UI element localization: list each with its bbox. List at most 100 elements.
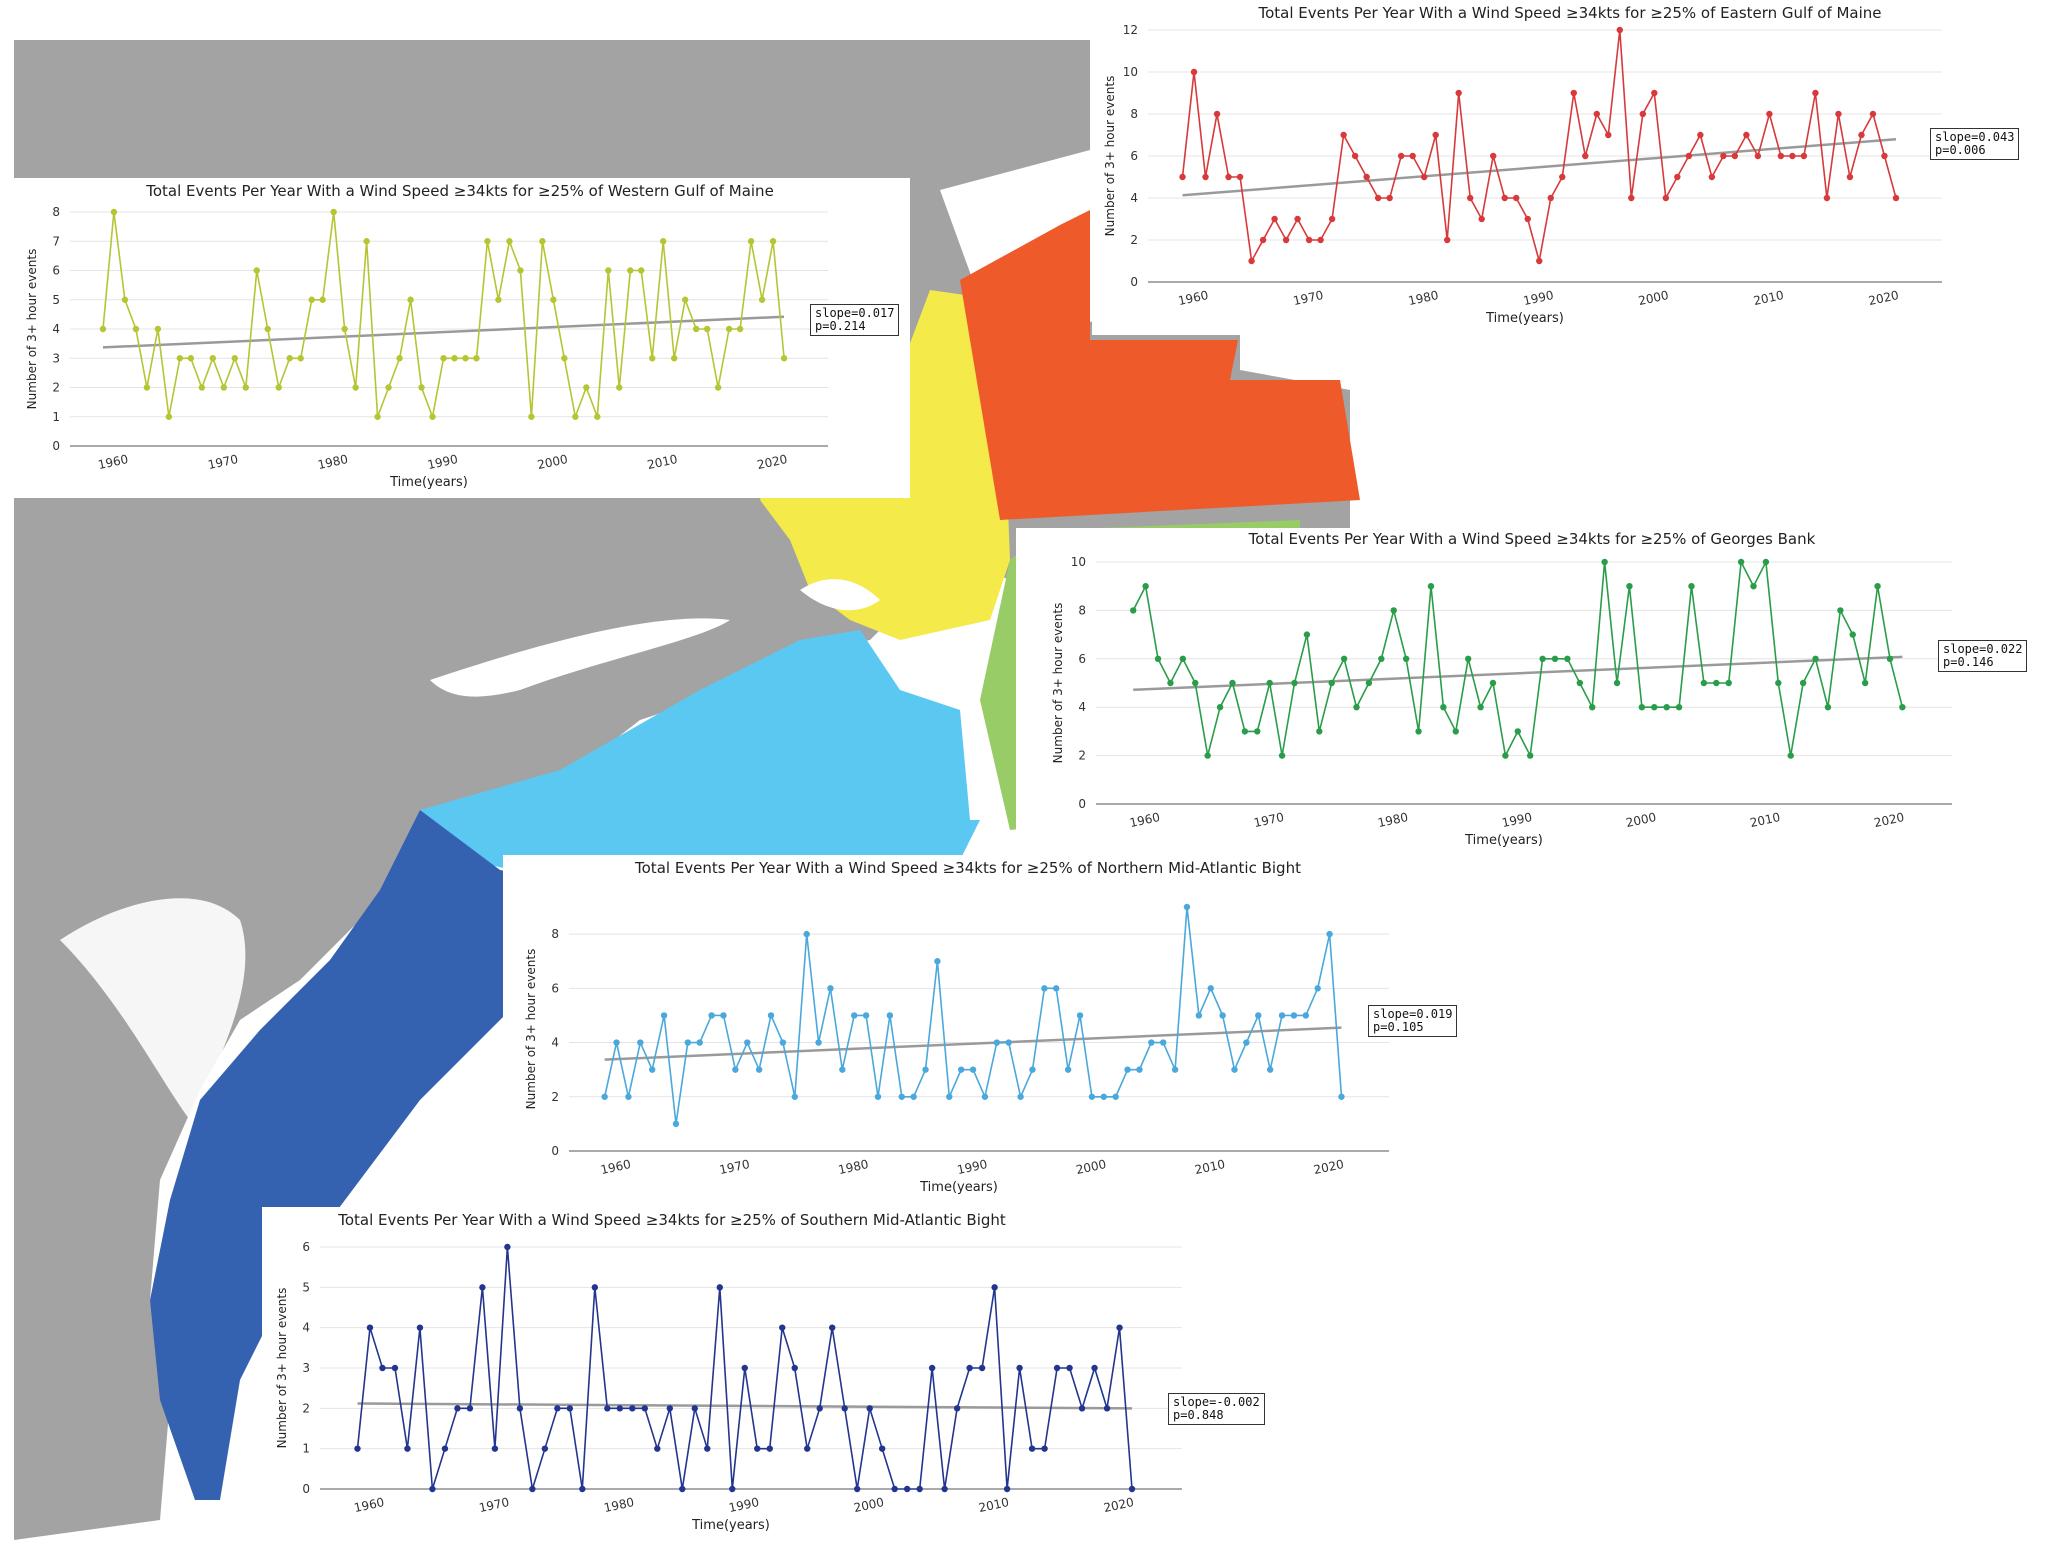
data-point	[957, 1066, 965, 1073]
data-point	[1628, 194, 1635, 202]
data-point	[591, 1284, 599, 1291]
y-tick-label: 1	[52, 410, 60, 424]
data-point	[264, 325, 271, 333]
data-point	[466, 1405, 474, 1412]
data-point	[462, 355, 469, 362]
x-tick-label: 2000	[1075, 1157, 1108, 1177]
data-point	[1328, 679, 1335, 687]
data-point	[1443, 236, 1451, 244]
data-point	[143, 384, 151, 391]
data-point	[684, 1039, 692, 1046]
data-point	[1340, 131, 1347, 139]
data-point	[1415, 728, 1422, 735]
y-tick-label: 2	[1130, 233, 1138, 247]
data-point	[1490, 152, 1497, 160]
data-point	[220, 384, 227, 391]
y-tick-label: 0	[1130, 275, 1138, 289]
x-tick-label: 1970	[1292, 288, 1325, 308]
y-tick-label: 8	[52, 205, 60, 219]
data-point	[1731, 152, 1739, 160]
x-tick-label: 1960	[599, 1157, 632, 1177]
data-point	[671, 355, 678, 362]
data-point	[379, 1364, 386, 1372]
data-point	[637, 1039, 644, 1046]
data-point	[1216, 704, 1224, 711]
data-point	[1378, 655, 1385, 662]
data-point	[1527, 752, 1534, 759]
data-point	[1167, 679, 1174, 687]
x-tick-label: 2010	[646, 452, 679, 472]
x-tick-label: 1990	[426, 452, 459, 472]
x-tick-label: 1960	[97, 452, 130, 472]
data-point	[1564, 655, 1571, 662]
data-point	[554, 1405, 561, 1412]
y-tick-label: 4	[1078, 700, 1086, 714]
x-tick-label: 1990	[1501, 810, 1534, 830]
data-point	[866, 1405, 873, 1412]
data-point	[1869, 110, 1877, 118]
data-point	[1064, 1066, 1072, 1073]
x-tick-label: 2000	[1637, 288, 1670, 308]
x-tick-label: 1980	[316, 452, 349, 472]
data-point	[1241, 728, 1249, 735]
stat-slope: slope=-0.002	[1173, 1395, 1260, 1409]
data-point	[374, 413, 381, 420]
data-point	[1259, 236, 1267, 244]
data-point	[352, 384, 359, 391]
x-axis-label: Time(years)	[389, 475, 468, 490]
data-point	[561, 355, 568, 362]
data-point	[1351, 152, 1359, 160]
data-point	[1514, 728, 1521, 735]
data-point	[1397, 152, 1405, 160]
data-point	[616, 1405, 624, 1412]
data-point	[1041, 985, 1048, 992]
data-point	[594, 413, 601, 420]
x-tick-label: 2000	[536, 452, 569, 472]
data-point	[1278, 752, 1286, 759]
data-point	[627, 267, 634, 274]
data-point	[1179, 173, 1186, 181]
x-tick-label: 2020	[1867, 288, 1900, 308]
data-point	[1489, 679, 1497, 687]
data-point	[1440, 704, 1447, 711]
stat-slope: slope=0.022	[1943, 642, 2023, 656]
data-point	[1340, 655, 1348, 662]
data-point	[981, 1093, 989, 1100]
data-point	[1390, 607, 1397, 614]
data-point	[1303, 631, 1311, 638]
data-point	[1271, 215, 1278, 223]
data-point	[648, 1066, 656, 1073]
data-point	[729, 1485, 736, 1493]
data-point	[1041, 1445, 1048, 1452]
data-point	[1305, 236, 1313, 244]
data-point	[969, 1066, 977, 1073]
trend-line	[604, 1026, 1342, 1061]
data-point	[418, 384, 425, 391]
data-point	[649, 355, 656, 362]
data-point	[495, 296, 502, 303]
data-point	[779, 1039, 787, 1046]
data-point	[993, 1039, 1001, 1046]
y-axis-label: Number of 3+ hour events	[275, 1288, 289, 1449]
data-point	[572, 413, 579, 420]
data-point	[1539, 655, 1546, 662]
data-point	[604, 1405, 611, 1412]
data-point	[1328, 215, 1336, 223]
x-tick-label: 2010	[1194, 1157, 1227, 1177]
data-point	[978, 1364, 986, 1372]
y-axis-label: Number of 3+ hour events	[524, 949, 538, 1110]
y-tick-label: 6	[551, 981, 559, 995]
chart-title: Total Events Per Year With a Wind Speed …	[338, 1211, 1006, 1229]
data-point	[1374, 194, 1382, 202]
x-tick-label: 1980	[603, 1495, 636, 1515]
data-point	[839, 1066, 846, 1073]
data-point	[473, 355, 480, 362]
data-point	[1464, 655, 1472, 662]
data-point	[1861, 679, 1869, 687]
data-point	[1750, 583, 1757, 590]
data-point	[910, 1093, 917, 1100]
data-point	[1053, 1364, 1061, 1372]
data-point	[692, 325, 700, 333]
stats-box: slope=-0.002 p=0.848	[1168, 1393, 1265, 1425]
data-point	[679, 1485, 686, 1493]
